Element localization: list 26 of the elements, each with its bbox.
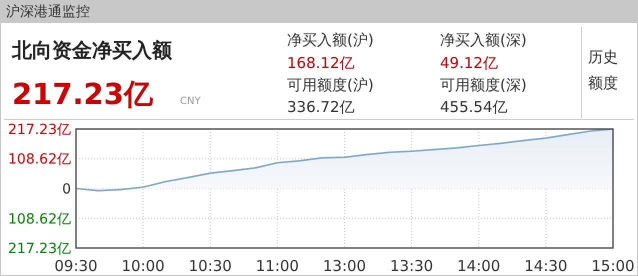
y-tick-label: 217.23亿	[8, 122, 71, 138]
x-tick-label: 13:30	[390, 257, 434, 275]
text: 净买入额(沪)	[287, 31, 374, 49]
text: 历史额度	[588, 48, 618, 92]
text: 净买入额(深)	[440, 31, 527, 49]
chart-subtitle: 北向资金净买入额	[11, 38, 173, 62]
y-tick-label: 0	[62, 182, 71, 198]
x-tick-label: 14:00	[457, 257, 500, 275]
y-tick-label: 217.23亿	[8, 241, 71, 257]
text: 可用额度(深)	[440, 76, 527, 94]
x-tick-label: 11:00	[256, 257, 299, 275]
text: 336.72亿	[287, 98, 354, 116]
text: 可用额度(沪)	[287, 76, 374, 94]
text: 49.12亿	[440, 54, 498, 72]
y-tick-label: 108.62亿	[8, 211, 71, 228]
x-tick-label: 10:00	[122, 257, 165, 275]
chart-title: 沪深港通监控	[6, 4, 90, 20]
x-tick-label: 15:00	[591, 257, 635, 275]
x-tick-label: 10:30	[188, 257, 232, 275]
y-tick-label: 108.62亿	[8, 152, 71, 168]
text: CNY	[180, 96, 202, 107]
x-tick-label: 09:30	[54, 257, 98, 275]
x-tick-label: 14:30	[524, 257, 568, 275]
text: 168.12亿	[287, 54, 354, 72]
text: 455.54亿	[440, 98, 508, 116]
x-tick-label: 13:00	[322, 257, 366, 275]
